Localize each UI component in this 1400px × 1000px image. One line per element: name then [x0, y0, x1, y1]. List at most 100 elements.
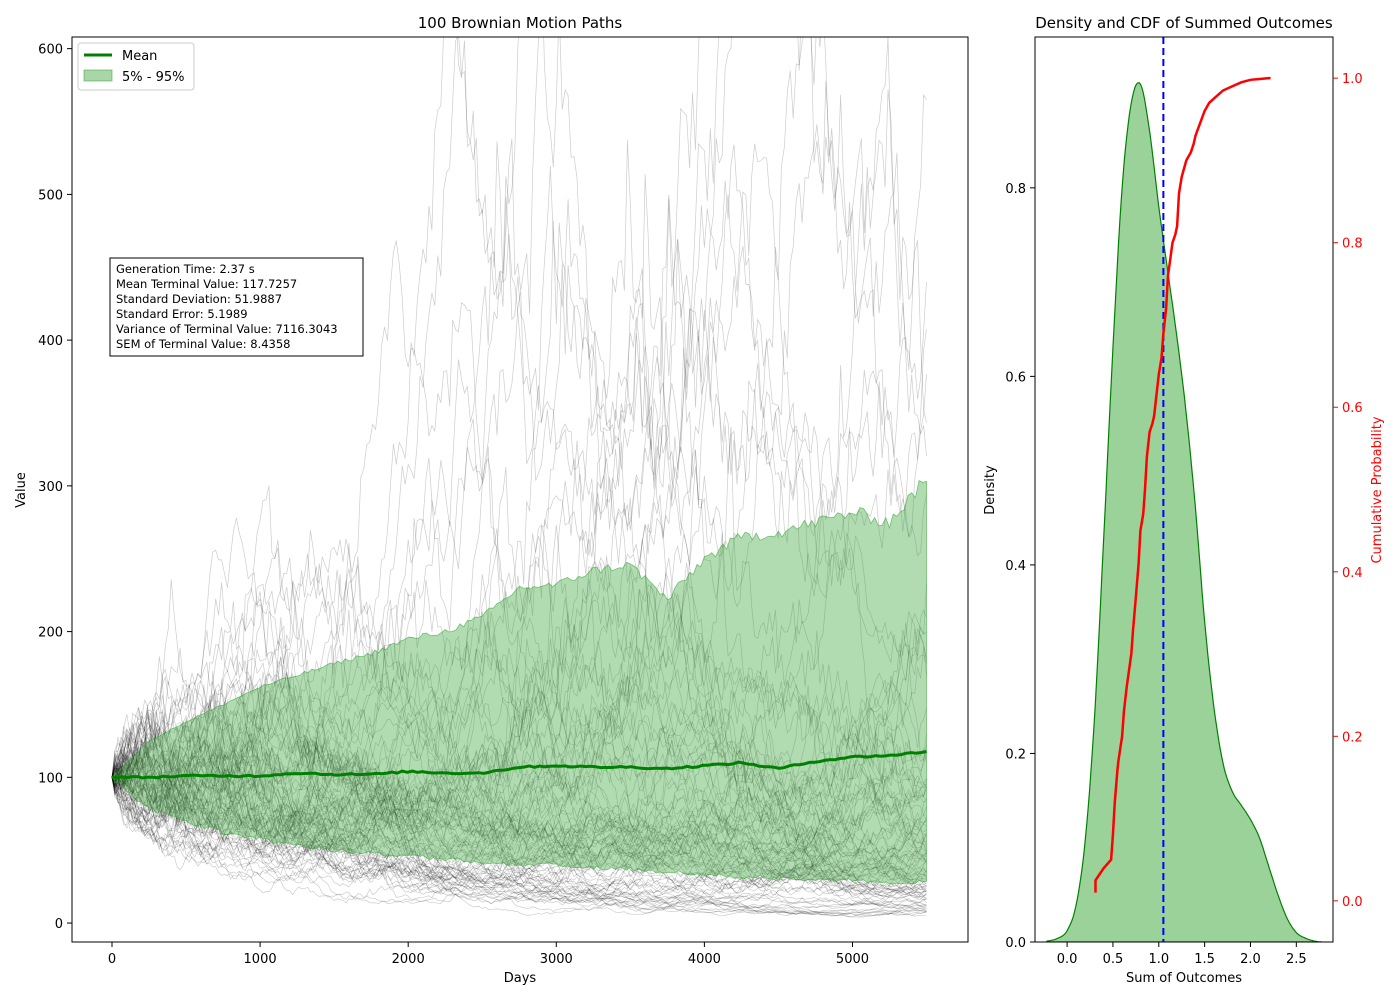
brownian-path — [111, 671, 927, 898]
brownian-path — [111, 328, 927, 815]
brownian-path — [111, 166, 927, 814]
left-x-tick-label: 4000 — [688, 952, 721, 967]
brownian-path — [111, 709, 927, 877]
brownian-path — [111, 740, 927, 908]
right-y-tick-label: 0.2 — [1005, 747, 1026, 762]
brownian-path — [111, 683, 927, 910]
density-area — [1046, 82, 1323, 942]
left-x-tick-label: 0 — [108, 952, 116, 967]
brownian-path — [111, 751, 927, 901]
brownian-path — [111, 647, 927, 915]
right-y2-tick-label: 0.4 — [1342, 566, 1363, 581]
right-y-axis: 0.0 0.2 0.4 0.6 0.8 — [1005, 182, 1035, 951]
right-y-tick-label: 0.4 — [1005, 559, 1026, 574]
right-y-tick-label: 0.6 — [1005, 370, 1026, 385]
brownian-path — [111, 683, 927, 895]
right-y2-tick-label: 0.2 — [1342, 730, 1363, 745]
brownian-path — [111, 678, 927, 907]
right-y-tick-label: 0.8 — [1005, 182, 1026, 197]
brownian-path — [111, 756, 927, 887]
stat-mean-terminal: Mean Terminal Value: 117.7257 — [116, 277, 297, 291]
left-axes-frame — [71, 36, 969, 943]
brownian-path — [111, 591, 927, 819]
brownian-path — [111, 143, 927, 780]
brownian-path — [111, 687, 927, 848]
brownian-path — [111, 728, 927, 878]
brownian-path — [111, 718, 927, 900]
brownian-path — [111, 755, 927, 904]
stat-std-error: Standard Error: 5.1989 — [116, 307, 248, 321]
brownian-path — [111, 768, 927, 917]
brownian-path — [111, 593, 927, 847]
brownian-path — [111, 677, 927, 890]
brownian-paths — [111, 37, 927, 918]
brownian-path — [111, 754, 927, 910]
brownian-path — [111, 752, 927, 916]
brownian-path — [111, 646, 927, 887]
brownian-path — [111, 702, 927, 896]
brownian-path — [111, 745, 927, 914]
stat-sem: SEM of Terminal Value: 8.4358 — [116, 337, 291, 351]
brownian-path — [111, 634, 927, 869]
left-y-tick-label: 0 — [55, 917, 63, 932]
brownian-path — [111, 530, 927, 853]
stat-generation-time: Generation Time: 2.37 s — [116, 262, 255, 276]
right-x-label: Sum of Outcomes — [1126, 971, 1242, 986]
brownian-path — [111, 777, 927, 915]
left-y-tick-label: 200 — [38, 626, 63, 641]
brownian-path — [111, 37, 927, 798]
right-y2-label: Cumulative Probability — [1370, 416, 1385, 563]
mean-line — [112, 750, 927, 780]
brownian-path — [111, 713, 927, 853]
right-x-tick-label: 1.5 — [1194, 952, 1215, 967]
left-x-tick-label: 3000 — [540, 952, 573, 967]
stat-std-dev: Standard Deviation: 51.9887 — [116, 292, 282, 306]
right-y2-axis: 0.0 0.2 0.4 0.6 0.8 1.0 — [1333, 72, 1363, 910]
brownian-path — [111, 763, 927, 870]
brownian-path — [111, 749, 927, 902]
left-x-tick-label: 2000 — [392, 952, 425, 967]
brownian-paths-chart: 100 Brownian Motion Paths 0 1000 2000 3000 4… — [14, 14, 969, 986]
brownian-path — [111, 589, 927, 847]
right-y2-tick-label: 0.8 — [1342, 237, 1363, 252]
brownian-path — [111, 742, 927, 882]
right-y-label: Density — [983, 465, 998, 515]
left-x-tick-label: 1000 — [244, 952, 277, 967]
brownian-path — [111, 724, 927, 868]
brownian-path — [111, 770, 927, 895]
brownian-path — [111, 687, 927, 879]
brownian-path — [111, 777, 927, 910]
right-x-tick-label: 1.0 — [1148, 952, 1169, 967]
brownian-path — [111, 37, 927, 821]
brownian-path — [111, 774, 927, 881]
brownian-path — [111, 775, 927, 918]
right-y2-tick-label: 1.0 — [1342, 72, 1363, 87]
brownian-path — [111, 721, 927, 902]
right-x-tick-label: 0.0 — [1057, 952, 1078, 967]
brownian-path — [111, 709, 927, 876]
left-x-axis: 0 1000 2000 3000 4000 5000 — [108, 942, 869, 967]
brownian-path — [111, 757, 927, 888]
brownian-path — [111, 524, 927, 873]
brownian-path — [111, 724, 927, 861]
left-y-axis: 0 100 200 300 400 500 600 — [38, 43, 72, 932]
brownian-path — [111, 777, 927, 909]
brownian-path — [111, 685, 927, 894]
left-y-tick-label: 400 — [38, 334, 63, 349]
left-y-tick-label: 600 — [38, 43, 63, 58]
brownian-path — [111, 680, 927, 906]
left-y-tick-label: 100 — [38, 771, 63, 786]
legend-mean-label: Mean — [122, 49, 157, 64]
legend-band-label: 5% - 95% — [122, 70, 184, 85]
brownian-path — [111, 724, 927, 897]
right-x-tick-label: 2.0 — [1240, 952, 1261, 967]
right-plot-area — [1046, 37, 1323, 942]
brownian-path — [111, 37, 927, 781]
right-x-tick-label: 0.5 — [1103, 952, 1124, 967]
brownian-path — [111, 628, 927, 849]
cdf-line — [1094, 76, 1271, 893]
brownian-path — [111, 733, 927, 865]
brownian-path — [111, 582, 927, 859]
